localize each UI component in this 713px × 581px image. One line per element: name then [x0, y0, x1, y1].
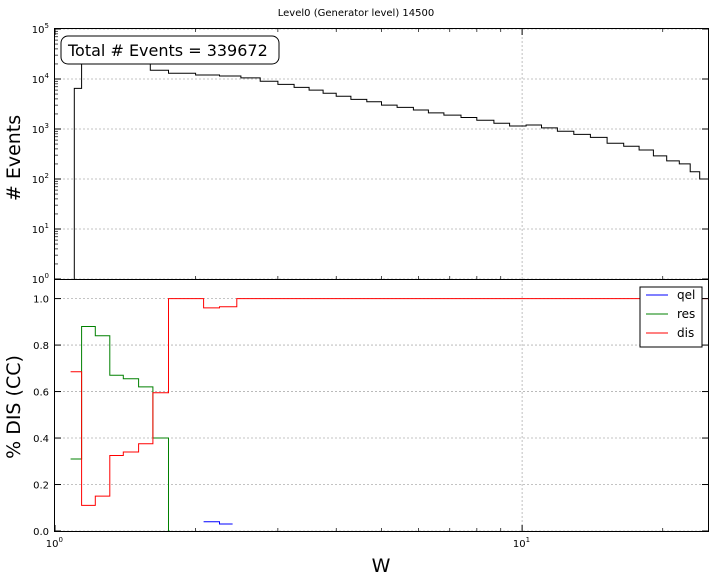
bottom-y-tick-label: 0.0 [33, 527, 49, 538]
top-y-tick-label: 104 [32, 72, 50, 86]
top-y-tick-label: 103 [32, 122, 49, 136]
top-y-tick-label: 100 [32, 272, 49, 286]
bottom-y-tick-label: 0.8 [33, 341, 49, 352]
series-res [70, 326, 170, 532]
top-panel: 100 101 102 103 104 105 Total # Events = 3396… [3, 22, 709, 286]
x-tick-label: 101 [513, 536, 530, 550]
events-histogram [73, 48, 708, 279]
bottom-y-label: % DIS (CC) [3, 355, 25, 459]
legend-box [639, 286, 703, 348]
x-axis-label: W [372, 555, 391, 577]
legend: qel res dis [639, 286, 703, 348]
x-tick-label: 100 [46, 536, 63, 550]
legend-items: qel res dis [646, 288, 695, 340]
top-y-tick-label: 101 [32, 222, 49, 236]
legend-label: res [677, 307, 695, 321]
top-y-tick-label: 105 [32, 22, 49, 36]
bottom-panel: 0.0 0.2 0.4 0.6 0.8 1.0 100 101 W % DIS (CC) q… [3, 29, 709, 577]
series-qel [203, 521, 233, 525]
histogram-steps [73, 48, 708, 279]
bottom-y-axis: 0.0 0.2 0.4 0.6 0.8 1.0 [33, 295, 708, 538]
top-grid [55, 28, 708, 280]
figure-title: Level0 (Generator level) 14500 [278, 8, 434, 19]
series-dis [70, 298, 708, 506]
total-events-annotation: Total # Events = 339672 [60, 35, 280, 65]
legend-label: qel [677, 288, 695, 302]
legend-label: dis [677, 326, 694, 340]
annotation-box [60, 35, 280, 65]
bottom-y-tick-label: 0.6 [33, 388, 49, 399]
bottom-y-tick-label: 0.4 [33, 434, 49, 445]
bottom-x-axis: 100 101 [46, 29, 664, 550]
top-y-tick-label: 102 [32, 172, 49, 186]
bottom-frame [54, 279, 709, 532]
bottom-y-tick-label: 1.0 [33, 295, 49, 306]
fraction-series [70, 298, 708, 532]
annotation-text: Total # Events = 339672 [67, 41, 268, 60]
top-y-label: # Events [3, 115, 25, 201]
bottom-y-tick-label: 0.2 [33, 481, 49, 492]
top-frame [54, 28, 709, 280]
